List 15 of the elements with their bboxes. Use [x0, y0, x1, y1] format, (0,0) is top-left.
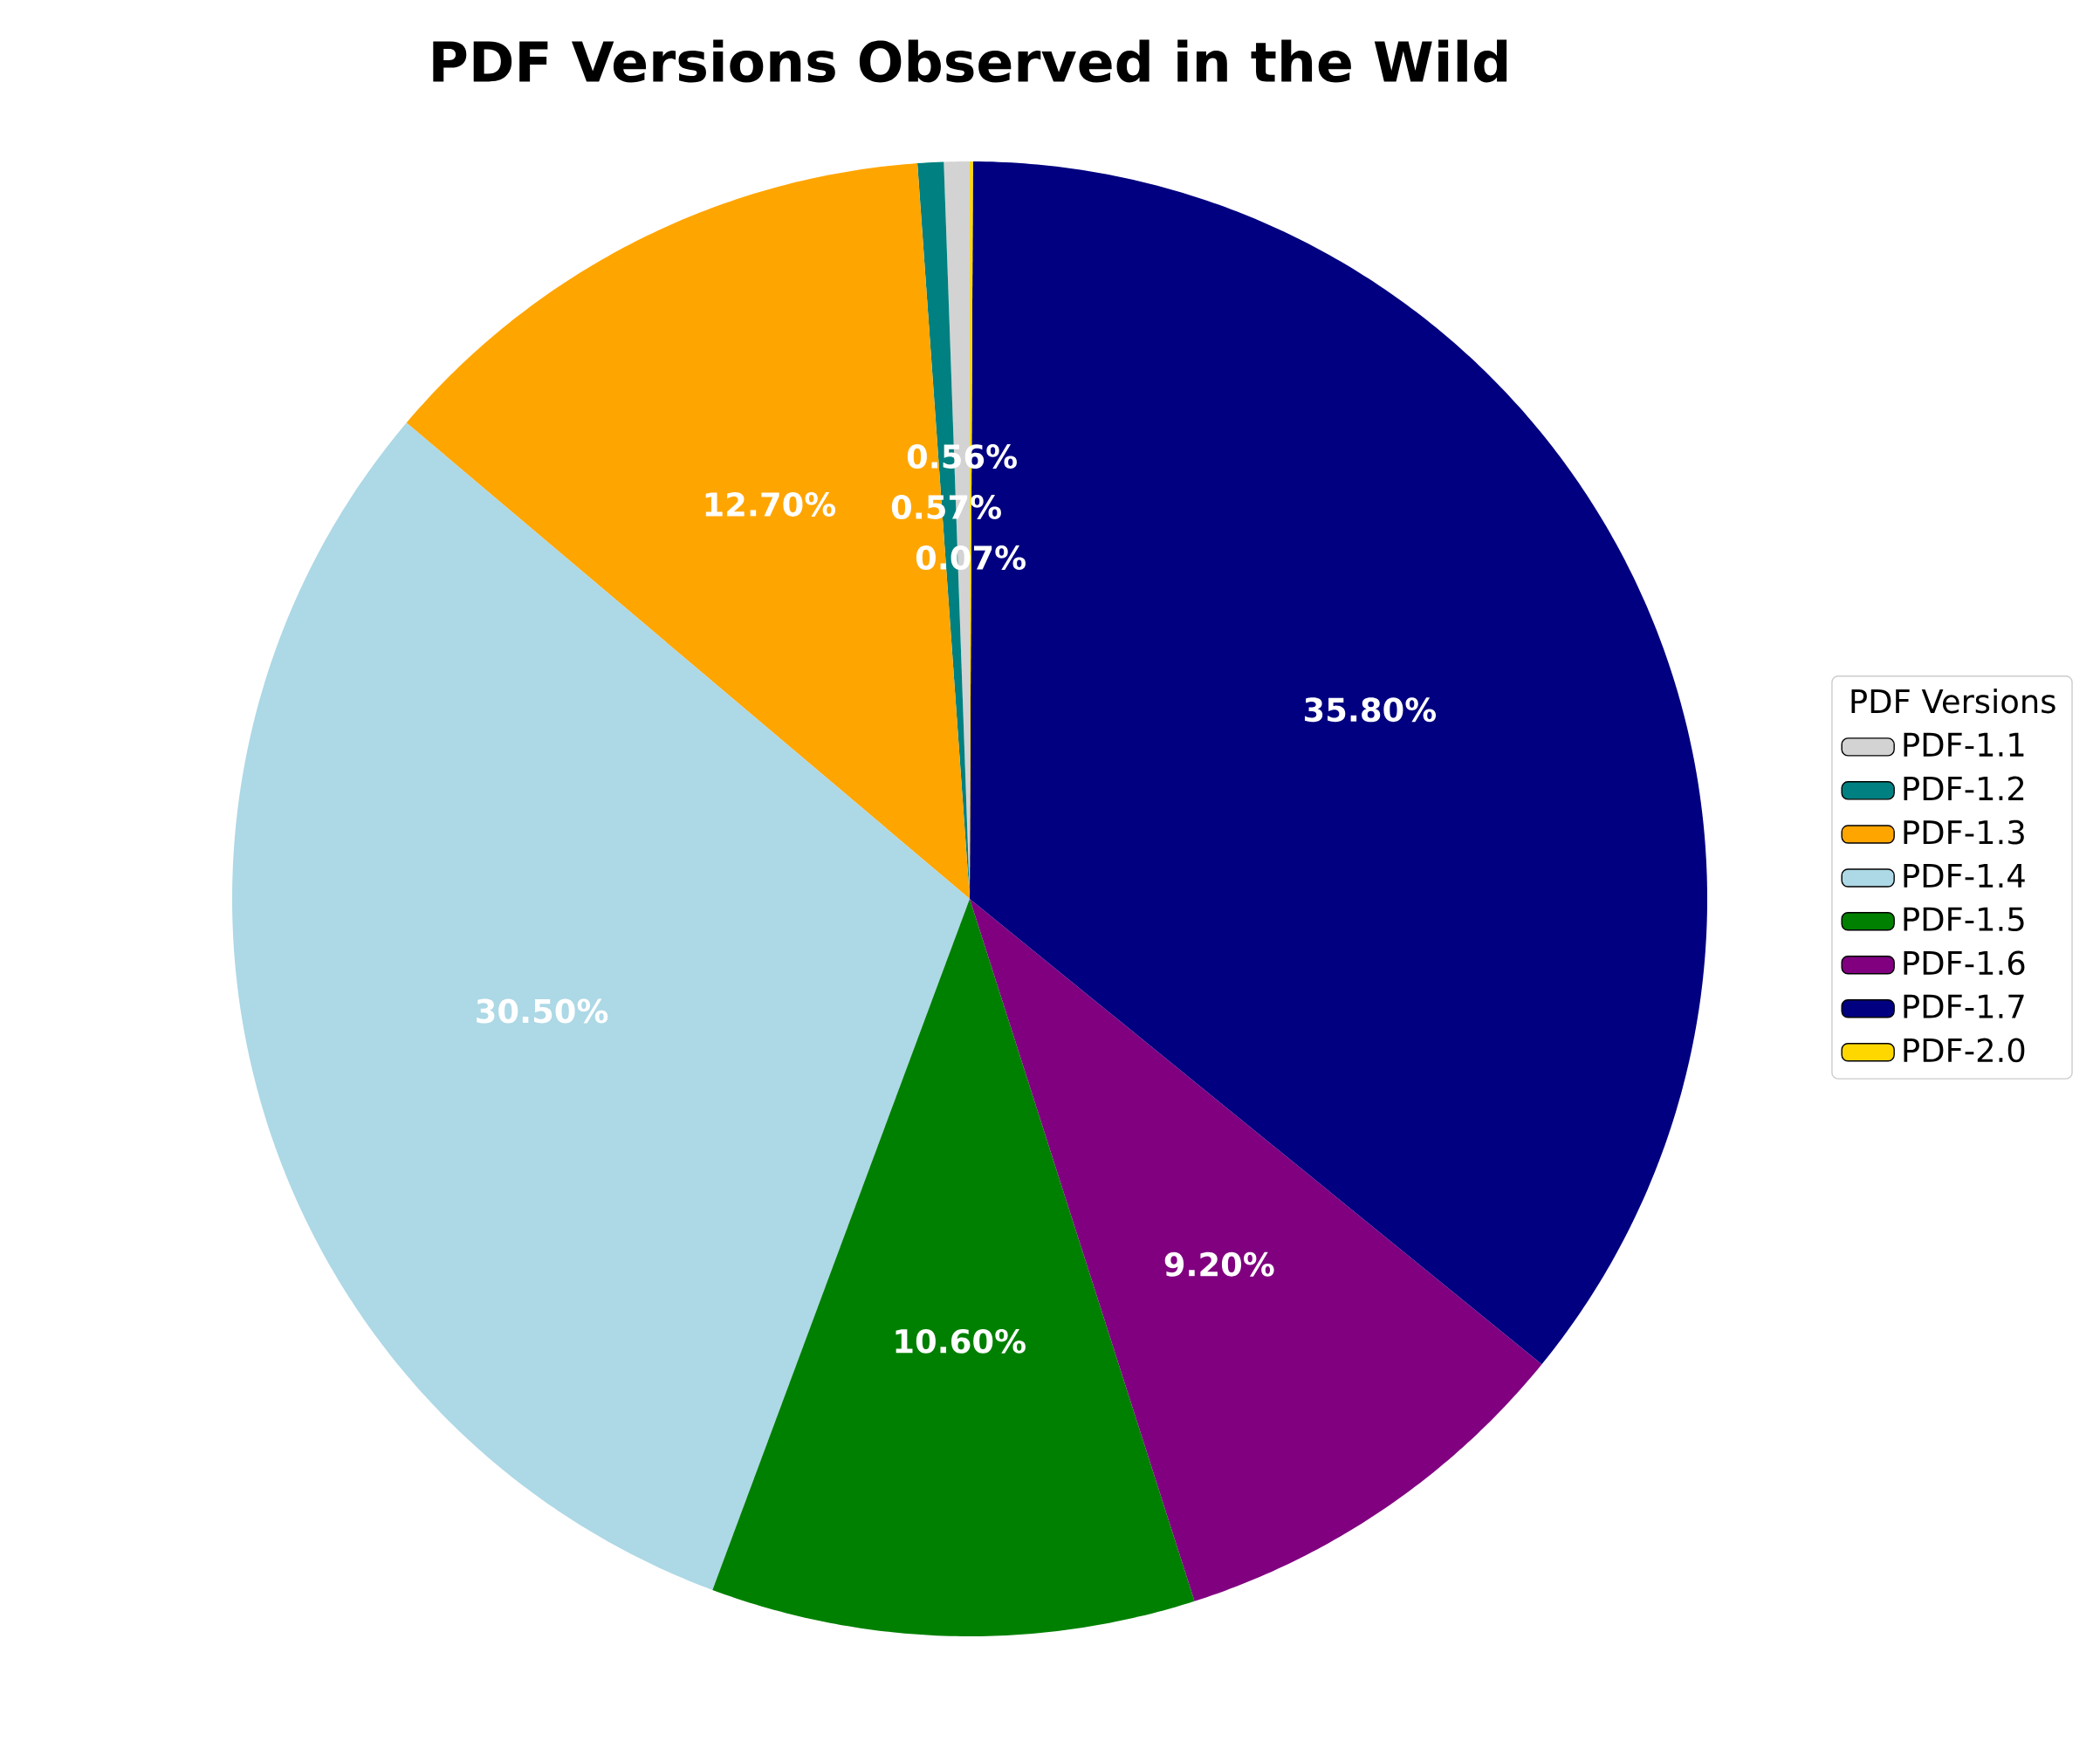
- data-label: 10.60%: [896, 1328, 1026, 1354]
- data-label: 12.70%: [705, 491, 836, 517]
- legend-label: PDF-2.0: [1904, 1038, 2025, 1063]
- legend-label: PDF-1.1: [1904, 732, 2024, 757]
- legend-label: PDF-1.3: [1904, 819, 2024, 845]
- legend-label: PDF-1.4: [1904, 863, 2025, 888]
- legend-label: PDF-1.6: [1904, 950, 2025, 976]
- chart-title: PDF Versions Observed in the Wild: [433, 39, 1507, 83]
- data-label: 30.50%: [477, 998, 608, 1024]
- legend-title: PDF Versions: [1851, 688, 2055, 714]
- legend-label: PDF-1.2: [1904, 776, 2024, 800]
- data-label: 9.20%: [1164, 1251, 1274, 1277]
- data-label: 35.80%: [1304, 697, 1437, 723]
- legend-label: PDF-1.5: [1904, 907, 2024, 932]
- legend-label: PDF-1.7: [1904, 994, 2024, 1018]
